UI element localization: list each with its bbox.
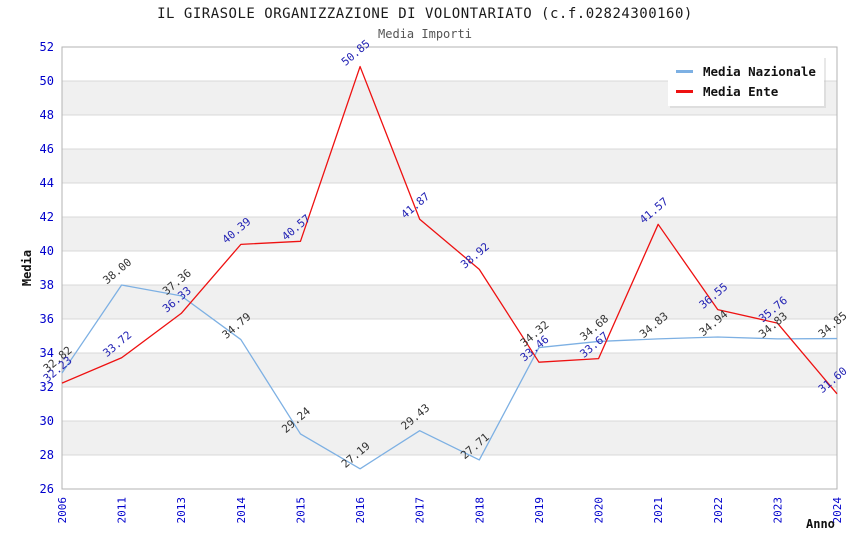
x-tick-label: 2006	[56, 497, 69, 524]
x-tick-label: 2018	[473, 497, 486, 524]
plot-band	[62, 387, 837, 421]
x-tick-label: 2014	[235, 497, 248, 524]
y-tick-label: 52	[40, 40, 54, 54]
media-ente-line	[61, 65, 838, 395]
x-tick-label: 2022	[712, 497, 725, 524]
legend-item-media-ente: Media Ente	[676, 81, 824, 101]
plot-border	[61, 46, 838, 490]
plot-band	[62, 421, 837, 455]
x-tick-label: 2020	[593, 497, 606, 524]
media-ente-line-swatch-icon	[676, 89, 693, 93]
legend-label: Media Ente	[703, 83, 779, 99]
x-tick-label: 2023	[771, 497, 784, 524]
y-tick-label: 28	[40, 448, 54, 462]
plot-band	[62, 183, 837, 217]
x-tick-label: 2021	[652, 497, 665, 524]
chart-subtitle: Media Importi	[378, 27, 472, 41]
y-tick-label: 40	[40, 244, 54, 258]
y-tick-label: 36	[40, 312, 54, 326]
x-axis-title: Anno	[806, 517, 835, 531]
x-tick-label: 2013	[175, 497, 188, 524]
x-tick-label: 2019	[533, 497, 546, 524]
legend-label: Media Nazionale	[703, 63, 816, 79]
y-tick-label: 26	[40, 482, 54, 496]
y-tick-label: 34	[40, 346, 54, 360]
y-tick-label: 48	[40, 108, 54, 122]
y-axis-title: Media	[20, 249, 34, 287]
x-tick-label: 2011	[116, 497, 129, 524]
plot-band	[62, 115, 837, 149]
y-tick-label: 44	[40, 176, 54, 190]
legend-item-media-nazionale: Media Nazionale	[676, 61, 824, 81]
y-tick-label: 46	[40, 142, 54, 156]
x-tick-label: 2016	[354, 497, 367, 524]
y-tick-label: 30	[40, 414, 54, 428]
y-tick-label: 50	[40, 74, 54, 88]
plot-band	[62, 319, 837, 353]
plot-band	[62, 217, 837, 251]
x-tick-label: 2015	[294, 497, 307, 524]
x-tick-label: 2024	[831, 497, 844, 524]
media-nazionale-line	[61, 284, 838, 470]
x-tick-label: 2017	[414, 497, 427, 524]
plot-band	[62, 455, 837, 489]
media-nazionale-line-swatch-icon	[676, 69, 693, 73]
y-tick-label: 32	[40, 380, 54, 394]
plot-band	[62, 251, 837, 285]
plot-band	[62, 149, 837, 183]
y-tick-label: 38	[40, 278, 54, 292]
chart-title: IL GIRASOLE ORGANIZZAZIONE DI VOLONTARIA…	[157, 6, 693, 22]
y-tick-label: 42	[40, 210, 54, 224]
plot-band	[62, 353, 837, 387]
legend: Media Nazionale Media Ente	[668, 56, 824, 106]
